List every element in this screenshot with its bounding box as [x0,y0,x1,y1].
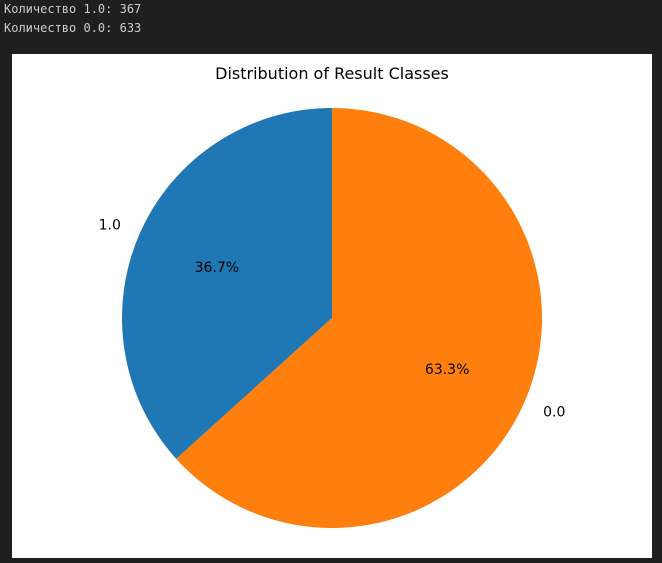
pie-slice-0.0 [176,108,542,528]
console-output: Количество 1.0: 367 Количество 0.0: 633 [0,0,662,54]
chart-title: Distribution of Result Classes [215,64,449,83]
pie-slices [121,108,542,528]
pie-slice-1.0 [121,108,332,459]
chart-figure: Distribution of Result Classes 1.0 36.7% 0… [12,54,652,558]
pie-percent-label-0.0: 63.3% [425,362,469,378]
pie-labels: 1.0 36.7% 0.0 63.3% [99,217,566,420]
console-line-count-0: Количество 0.0: 633 [4,21,142,35]
console-line-count-1: Количество 1.0: 367 [4,2,142,16]
pie-label-0.0: 0.0 [543,405,565,421]
pie-chart: Distribution of Result Classes 1.0 36.7% 0… [99,64,566,528]
pie-label-1.0: 1.0 [99,217,121,233]
pie-percent-label-1.0: 36.7% [195,260,239,276]
